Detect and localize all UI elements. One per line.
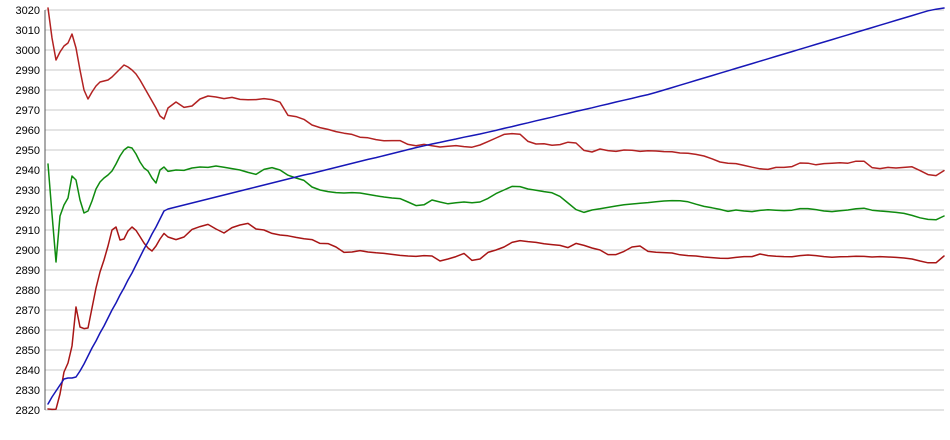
y-axis-label: 2830	[16, 385, 40, 397]
y-axis-label: 2960	[16, 125, 40, 137]
y-axis-label: 2910	[16, 225, 40, 237]
y-axis-label: 3020	[16, 5, 40, 17]
y-axis-label: 2970	[16, 105, 40, 117]
series-middle-band	[47, 146, 945, 263]
y-axis-label: 2840	[16, 365, 40, 377]
y-axis-label: 2980	[16, 85, 40, 97]
y-axis-label: 2920	[16, 205, 40, 217]
y-axis-label: 2870	[16, 305, 40, 317]
y-axis-label: 2890	[16, 265, 40, 277]
y-axis-label: 2820	[16, 405, 40, 417]
series-lower-band	[47, 222, 945, 411]
y-axis-label: 2930	[16, 185, 40, 197]
y-axis-label: 2850	[16, 345, 40, 357]
y-axis-label: 2900	[16, 245, 40, 257]
y-axis-label: 2860	[16, 325, 40, 337]
y-axis-label: 2990	[16, 65, 40, 77]
y-axis-label: 2880	[16, 285, 40, 297]
y-axis-label: 2950	[16, 145, 40, 157]
series-price-line	[47, 7, 945, 405]
series-upper-band	[47, 7, 945, 177]
y-axis-label: 3010	[16, 25, 40, 37]
y-axis-label: 2940	[16, 165, 40, 177]
y-axis-label: 3000	[16, 45, 40, 57]
